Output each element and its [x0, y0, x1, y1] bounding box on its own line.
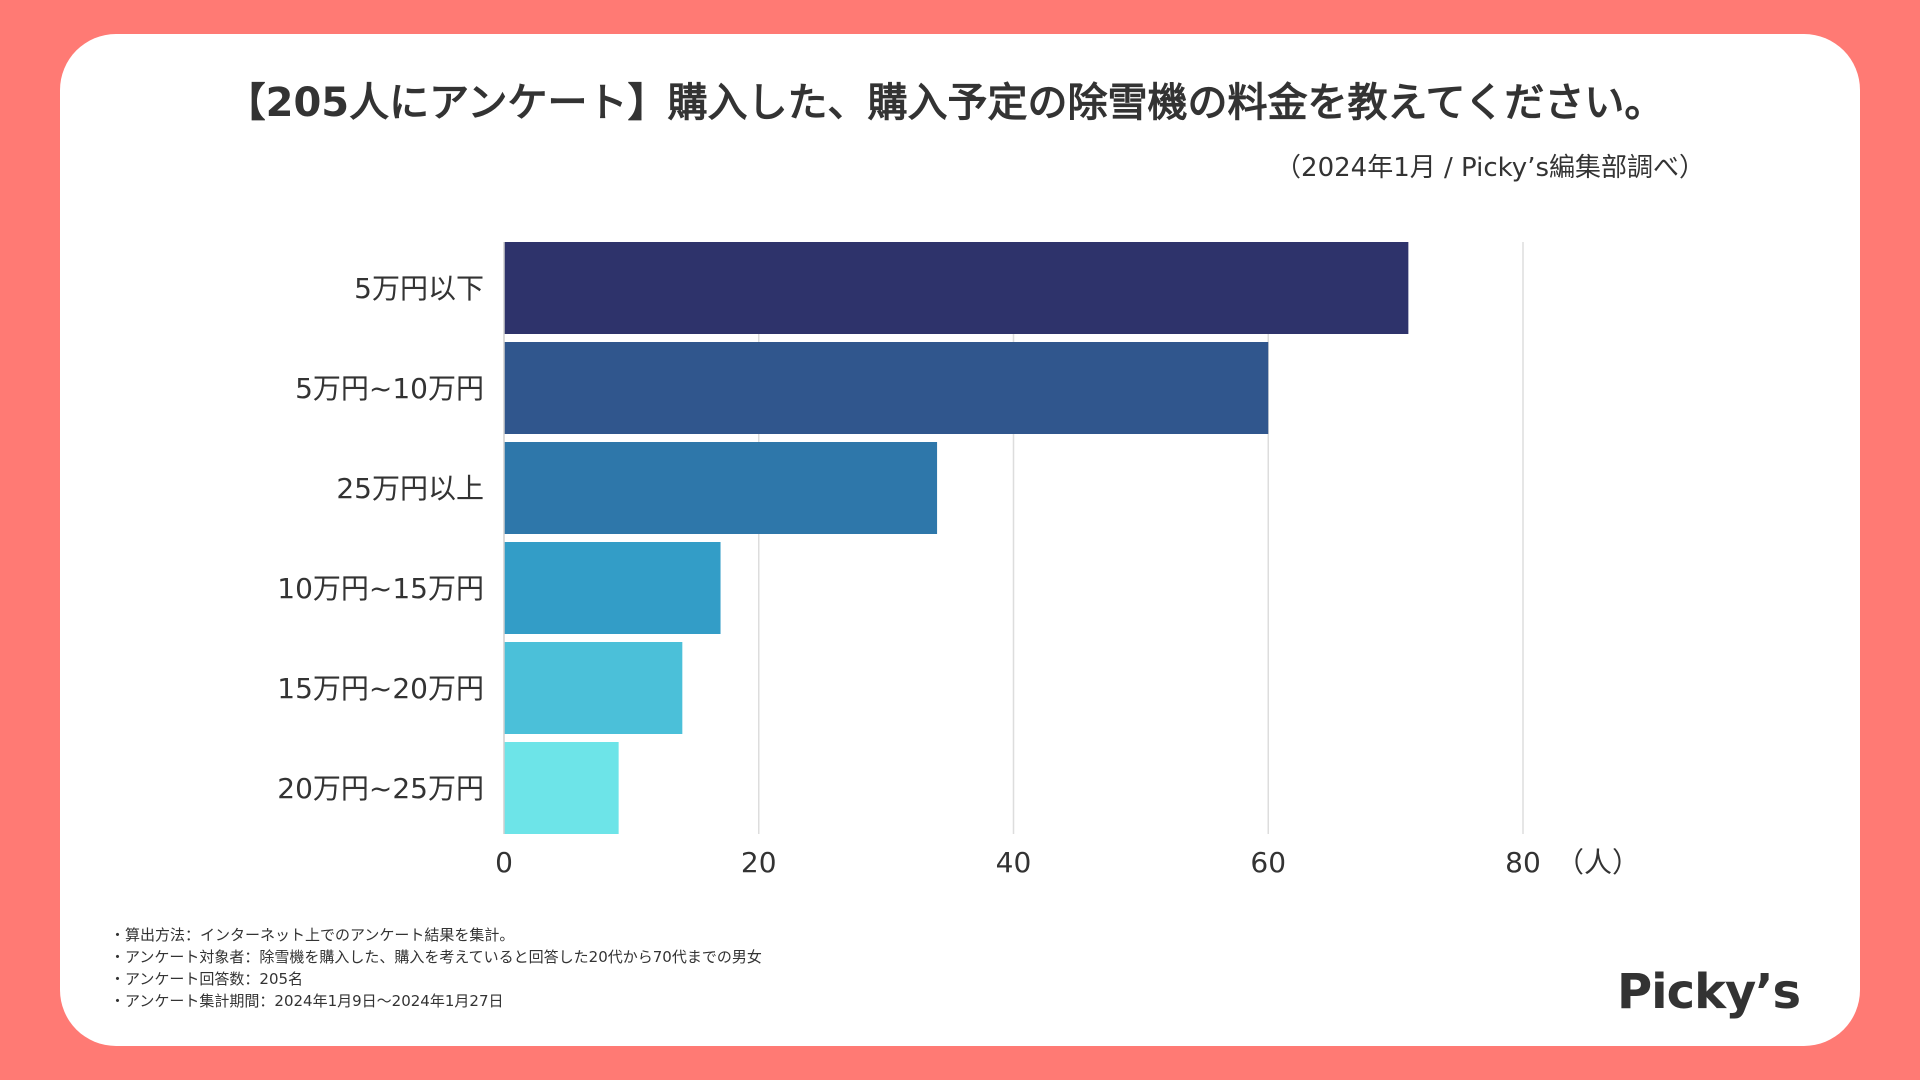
category-label-3: 25万円以上 [336, 472, 484, 505]
x-tick-0: 0 [495, 846, 513, 879]
bar-6 [504, 742, 619, 834]
footnote-count: アンケート回答数：205名 [110, 968, 762, 990]
x-axis-unit-label: （人） [1556, 846, 1640, 879]
category-label-6: 20万円~25万円 [277, 772, 484, 805]
footnote-period: アンケート集計期間：2024年1月9日〜2024年1月27日 [110, 990, 762, 1012]
pickys-logo: Picky’s [1617, 964, 1801, 1020]
chart-subtitle: （2024年1月 / Picky’s編集部調べ） [1275, 153, 1705, 183]
category-label-2: 5万円~10万円 [295, 372, 484, 405]
bars [503, 242, 1409, 834]
category-label-1: 5万円以下 [354, 272, 484, 305]
x-tick-60: 60 [1250, 846, 1286, 879]
chart-title: 【205人にアンケート】購入した、購入予定の除雪機の料金を教えてください。 [226, 80, 1665, 126]
footnote-target: アンケート対象者：除雪機を購入した、購入を考えていると回答した20代から70代ま… [110, 946, 762, 968]
bar-3 [504, 442, 938, 534]
x-tick-80: 80 [1505, 846, 1541, 879]
x-tick-20: 20 [741, 846, 777, 879]
bar-2 [504, 342, 1269, 434]
category-labels: 5万円以下 5万円~10万円 25万円以上 10万円~15万円 15万円~20万円 20万… [277, 272, 484, 805]
x-axis-ticks: 0 20 40 60 80 [495, 846, 1541, 879]
bar-4 [504, 542, 721, 634]
category-label-5: 15万円~20万円 [277, 672, 484, 705]
x-tick-40: 40 [996, 846, 1032, 879]
chart-card: 【205人にアンケート】購入した、購入予定の除雪機の料金を教えてください。 （2… [60, 34, 1860, 1046]
footnote-method: 算出方法：インターネット上でのアンケート結果を集計。 [110, 924, 762, 946]
bar-chart: 【205人にアンケート】購入した、購入予定の除雪機の料金を教えてください。 （2… [226, 80, 1705, 879]
footnotes: 算出方法：インターネット上でのアンケート結果を集計。 アンケート対象者：除雪機を… [110, 924, 762, 1012]
gridlines [758, 242, 1524, 834]
category-label-4: 10万円~15万円 [277, 572, 484, 605]
bar-5 [504, 642, 683, 734]
bar-1 [504, 242, 1409, 334]
